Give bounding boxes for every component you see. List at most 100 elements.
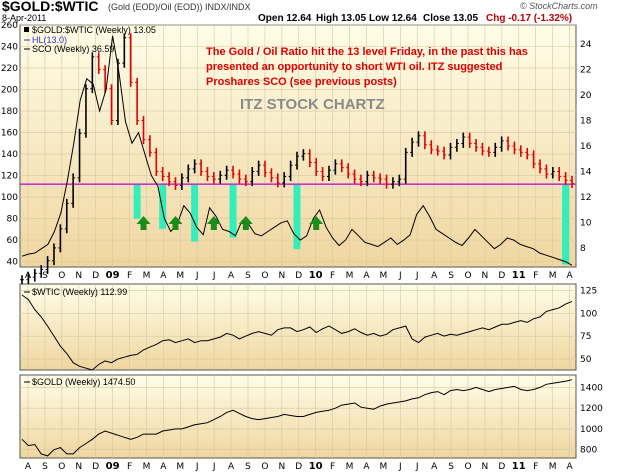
- x-tick-main: D: [92, 271, 99, 281]
- y-tick-left: 100: [1, 193, 18, 203]
- x-tick-main: O: [261, 271, 268, 281]
- x-tick-main: A: [228, 271, 235, 281]
- ratio-bars: [20, 33, 574, 285]
- x-tick-bottom: N: [482, 462, 489, 472]
- x-tick-main: S: [245, 271, 251, 281]
- x-tick-main: F: [127, 271, 132, 281]
- x-tick-main: N: [278, 271, 285, 281]
- y-tick-right: 20: [580, 91, 592, 101]
- x-tick-bottom: A: [566, 462, 573, 472]
- y-tick-right: 22: [580, 66, 591, 76]
- x-tick-main: 11: [512, 270, 526, 281]
- x-tick-bottom: S: [42, 462, 48, 472]
- stockcharts-credit: © StockCharts.com: [520, 1, 598, 11]
- y-tick-left: 160: [1, 129, 18, 139]
- y-tick-left: 80: [7, 215, 19, 225]
- x-tick-bottom: M: [346, 462, 354, 472]
- wtic-y-tick: 100: [580, 309, 597, 319]
- gold-y-tick: 1400: [580, 383, 603, 393]
- x-tick-main: A: [25, 271, 32, 281]
- x-tick-bottom: A: [363, 462, 370, 472]
- x-tick-bottom: D: [92, 462, 99, 472]
- y-tick-right: 10: [580, 218, 592, 228]
- x-tick-main: M: [549, 271, 557, 281]
- legend-swatch-main: [24, 27, 29, 32]
- x-tick-main: M: [143, 271, 151, 281]
- y-tick-left: 40: [7, 258, 19, 268]
- chart-date: 8-Apr-2011: [2, 13, 46, 23]
- x-tick-bottom: S: [245, 462, 251, 472]
- highlight-bar: [159, 184, 167, 229]
- annotation-line-2: presented an opportunity to short WTI oi…: [206, 61, 502, 73]
- y-tick-left: 240: [1, 43, 18, 53]
- x-tick-main: S: [448, 271, 454, 281]
- x-tick-main: D: [498, 271, 505, 281]
- x-tick-main: M: [380, 271, 388, 281]
- y-tick-left: 120: [1, 172, 18, 182]
- legend-hl: HL(13.0): [32, 35, 67, 45]
- wtic-y-tick: 125: [580, 286, 597, 296]
- x-tick-bottom: A: [431, 462, 438, 472]
- x-tick-bottom: M: [380, 462, 388, 472]
- x-tick-main: 10: [309, 270, 323, 281]
- legend-wtic: $WTIC (Weekly) 112.99: [32, 287, 127, 297]
- chart-subtitle: (Gold (EOD)/Oil (EOD)) INDX/INDX: [108, 2, 251, 12]
- gold-line: [21, 379, 573, 457]
- y-tick-right: 16: [580, 142, 592, 152]
- legend-main: $GOLD:$WTIC (Weekly) 13.05: [32, 25, 156, 35]
- x-tick-main: M: [176, 271, 184, 281]
- x-tick-bottom: A: [25, 462, 32, 472]
- x-tick-main: O: [58, 271, 65, 281]
- x-tick-bottom: D: [498, 462, 505, 472]
- x-tick-bottom: M: [143, 462, 151, 472]
- chart-symbol: $GOLD:$WTIC: [2, 0, 98, 14]
- annotation-line-3: Proshares SCO (see previous posts): [206, 76, 397, 88]
- highlight-bar: [562, 184, 570, 265]
- sco-series-line: [21, 35, 573, 266]
- x-tick-main: A: [431, 271, 438, 281]
- x-tick-bottom: J: [195, 462, 199, 472]
- x-tick-bottom: 11: [512, 461, 526, 472]
- x-tick-bottom: O: [464, 462, 471, 472]
- highlight-bar: [133, 184, 141, 219]
- y-tick-right: 12: [580, 193, 591, 203]
- x-tick-main: A: [160, 271, 167, 281]
- x-tick-bottom: A: [228, 462, 235, 472]
- y-tick-left: 60: [7, 236, 19, 246]
- x-tick-main: J: [398, 271, 402, 281]
- highlight-bar: [293, 184, 301, 250]
- x-tick-main: D: [295, 271, 302, 281]
- x-tick-main: J: [195, 271, 199, 281]
- gold-y-tick: 800: [580, 446, 597, 456]
- x-tick-bottom: J: [212, 462, 216, 472]
- wtic-line: [21, 294, 573, 371]
- x-tick-bottom: J: [415, 462, 419, 472]
- x-tick-bottom: D: [295, 462, 302, 472]
- high-value: High 13.05: [316, 13, 366, 24]
- x-tick-bottom: N: [278, 462, 285, 472]
- y-tick-right: 18: [580, 117, 592, 127]
- x-tick-main: M: [346, 271, 354, 281]
- y-tick-left: 180: [1, 107, 18, 117]
- x-tick-main: N: [75, 271, 82, 281]
- y-tick-left: 140: [1, 150, 18, 160]
- x-tick-bottom: O: [58, 462, 65, 472]
- gold-series-line: [21, 379, 573, 457]
- highlight-bar: [191, 184, 199, 242]
- x-tick-main: 09: [106, 270, 120, 281]
- green-up-arrow: [136, 216, 151, 230]
- x-tick-bottom: O: [261, 462, 268, 472]
- highlight-bars: [133, 184, 570, 265]
- open-value: Open 12.64: [258, 13, 312, 24]
- wtic-series-line: [21, 294, 573, 371]
- x-tick-bottom: A: [160, 462, 167, 472]
- x-tick-main: A: [363, 271, 370, 281]
- x-tick-main: S: [42, 271, 48, 281]
- green-up-arrow: [168, 216, 183, 230]
- x-tick-bottom: F: [533, 462, 538, 472]
- highlight-bar: [229, 184, 237, 238]
- legend-sco: SCO (Weekly) 36.59: [32, 44, 114, 54]
- y-tick-right: 24: [580, 40, 592, 50]
